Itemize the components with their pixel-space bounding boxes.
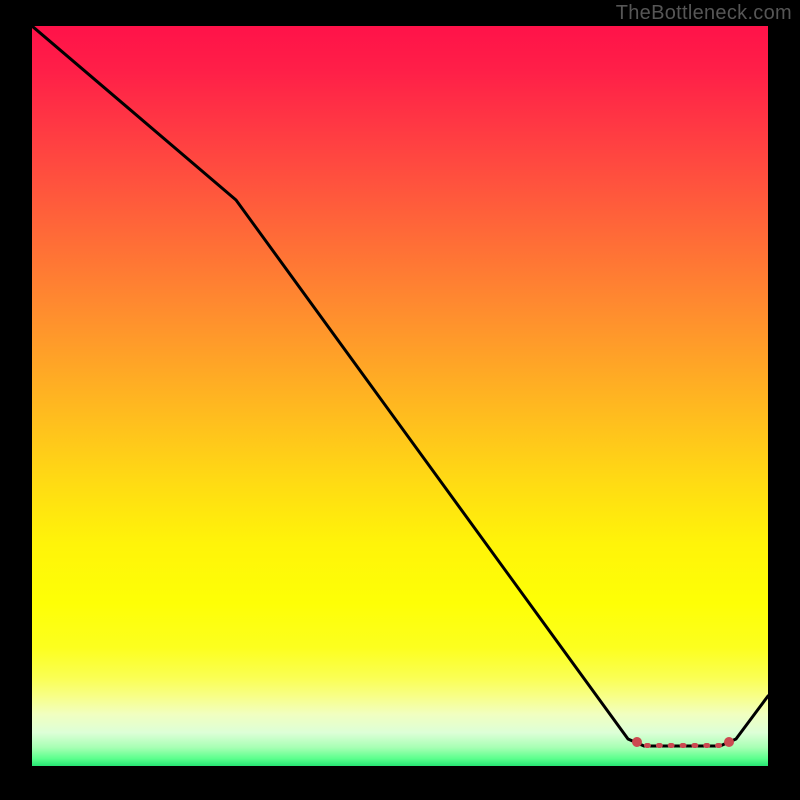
plot-area (32, 26, 768, 766)
plot-svg (32, 26, 768, 766)
watermark-text: TheBottleneck.com (616, 2, 792, 25)
figure-canvas: TheBottleneck.com (0, 0, 800, 800)
gradient-background (32, 26, 768, 766)
